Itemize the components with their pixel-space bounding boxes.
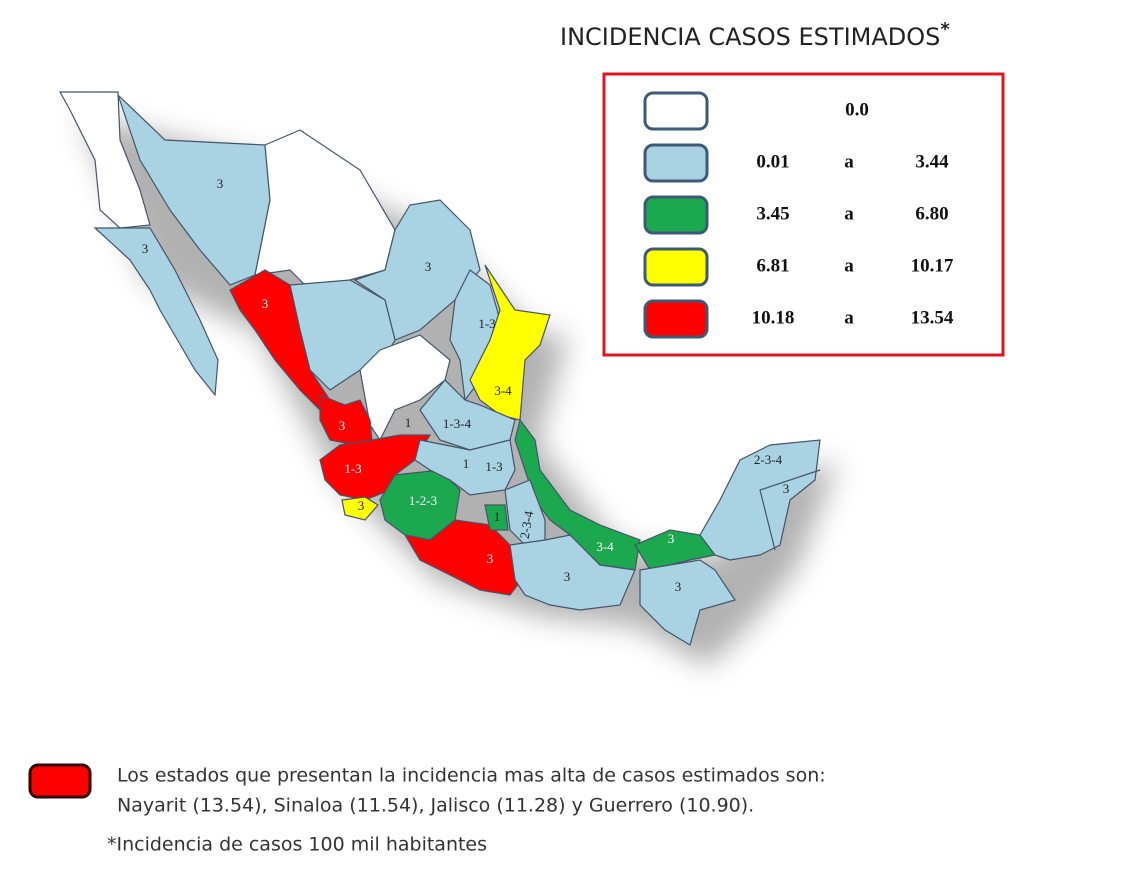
- state-label: 3: [675, 579, 682, 594]
- legend-from: 10.18: [752, 307, 795, 328]
- state-label: 2-3-4: [754, 452, 783, 467]
- state-label: 1-3: [478, 316, 495, 331]
- legend-value: 0.0: [845, 99, 869, 120]
- state-label: 1: [494, 509, 501, 524]
- state: [117, 94, 271, 286]
- state-label: 1-2-3: [409, 493, 437, 508]
- state-label: 3-4: [494, 383, 512, 398]
- legend-swatch: [643, 247, 709, 287]
- state-label: 1: [405, 415, 412, 430]
- state: [319, 434, 432, 501]
- note-line: Los estados que presentan la incidencia …: [117, 765, 826, 787]
- state: [58, 91, 151, 229]
- legend-sep: a: [844, 203, 854, 224]
- legend-sep: a: [844, 255, 854, 276]
- legend-to: 3.44: [915, 151, 949, 172]
- map-labels: 3 3 3 3 1-3 3-4 3 1 1-3-4 1-3 1 1-3 3 1-…: [142, 176, 790, 594]
- state-label: 3: [564, 569, 571, 584]
- state: [93, 227, 219, 397]
- legend-sep: a: [844, 151, 854, 172]
- state: [359, 334, 451, 442]
- legend-to: 6.80: [915, 203, 948, 224]
- state: [341, 496, 379, 521]
- state: [484, 504, 509, 531]
- state-label: 2-3-4: [517, 509, 537, 540]
- state-label: 3: [668, 531, 675, 546]
- state-label: 3: [262, 296, 269, 311]
- legend-swatch: [643, 195, 709, 235]
- state: [639, 559, 736, 646]
- state-label: 3: [783, 481, 790, 496]
- legend: 0.0 0.01 a 3.44 3.45 a 6.80 6.81 a 10.17 10.18 a 13.…: [643, 91, 954, 339]
- legend-swatch: [643, 299, 709, 339]
- state-label: 3: [487, 551, 494, 566]
- state: [254, 129, 396, 291]
- legend-sep: a: [844, 307, 854, 328]
- state-label: 1: [463, 456, 470, 471]
- state: [699, 439, 821, 561]
- legend-to: 10.17: [911, 255, 954, 276]
- state: [414, 439, 516, 496]
- map: [58, 91, 821, 646]
- note-line: Nayarit (13.54), Sinaloa (11.54), Jalisc…: [117, 795, 754, 817]
- state-label: 1-3-4: [443, 416, 472, 431]
- state: [509, 534, 636, 611]
- legend-from: 3.45: [756, 203, 789, 224]
- legend-from: 6.81: [756, 255, 789, 276]
- state-label: 3: [142, 241, 149, 256]
- legend-from: 0.01: [756, 151, 789, 172]
- state-label: 3: [217, 176, 224, 191]
- state-label: 1-3: [344, 461, 361, 476]
- state-label: 3: [339, 418, 346, 433]
- legend-swatch: [643, 143, 709, 183]
- note-swatch: [28, 763, 92, 799]
- footnote: *Incidencia de casos 100 mil habitantes: [107, 834, 487, 856]
- state-label: 3: [425, 259, 432, 274]
- legend-swatch: [643, 91, 709, 131]
- legend-to: 13.54: [911, 307, 954, 328]
- title: INCIDENCIA CASOS ESTIMADOS*: [560, 19, 950, 51]
- state-label: 3-4: [596, 539, 614, 554]
- state-label: 3: [358, 498, 365, 513]
- state-label: 1-3: [485, 459, 502, 474]
